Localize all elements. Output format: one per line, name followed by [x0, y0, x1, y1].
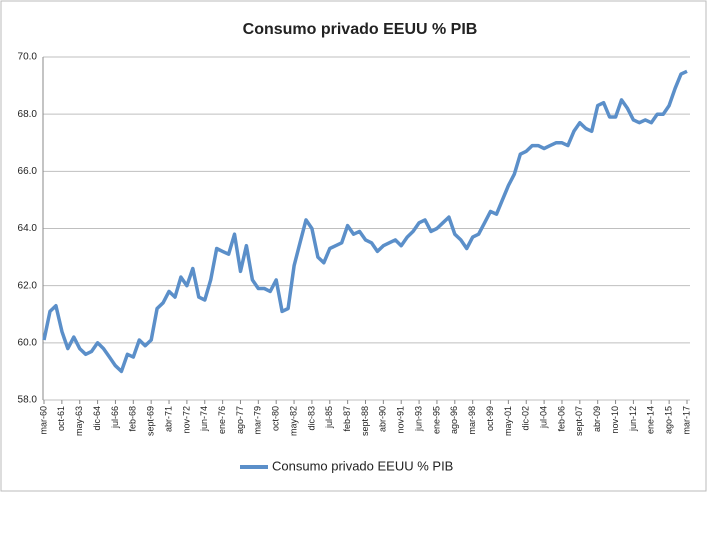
- y-tick-label: 60.0: [18, 337, 38, 348]
- chart-border: [0, 0, 707, 492]
- y-tick-label: 68.0: [18, 109, 38, 120]
- x-tick-label: nov-10: [610, 406, 620, 434]
- x-tick-label: feb-06: [556, 406, 566, 432]
- chart-title: Consumo privado EEUU % PIB: [243, 21, 478, 38]
- series-line: [42, 69, 688, 374]
- y-tick-label: 70.0: [18, 52, 38, 63]
- x-tick-label: sept-07: [574, 406, 584, 436]
- x-tick-label: abr-90: [378, 406, 388, 432]
- x-tick-label: mar-79: [253, 406, 263, 435]
- x-tick-label: mar-60: [38, 406, 48, 435]
- x-tick-label: nov-91: [396, 406, 406, 434]
- x-tick-label: dic-02: [521, 406, 531, 431]
- x-tick-label: oct-61: [56, 406, 66, 431]
- x-tick-label: ago-77: [235, 406, 245, 434]
- x-tick-label: jul-85: [324, 406, 334, 429]
- legend-label: Consumo privado EEUU % PIB: [272, 458, 453, 473]
- x-tick-label: ago-96: [449, 406, 459, 434]
- x-tick-label: nov-72: [181, 406, 191, 434]
- x-tick-label: dic-64: [92, 406, 102, 431]
- x-tick-label: sept-69: [146, 406, 156, 436]
- x-tick-label: may-01: [503, 406, 513, 436]
- x-tick-label: ago-15: [664, 406, 674, 434]
- x-tick-label: jul-04: [538, 406, 548, 429]
- y-tick-label: 62.0: [18, 280, 38, 291]
- y-tick-label: 64.0: [18, 223, 38, 234]
- x-tick-label: may-63: [74, 406, 84, 436]
- x-tick-label: dic-83: [306, 406, 316, 431]
- x-tick-label: ene-95: [431, 406, 441, 434]
- x-tick-label: sept-88: [360, 406, 370, 436]
- x-tick-label: oct-80: [271, 406, 281, 431]
- x-tick-label: ene-76: [217, 406, 227, 434]
- x-tick-label: jun-74: [199, 406, 209, 432]
- x-tick-label: jul-66: [110, 406, 120, 429]
- x-tick-label: feb-87: [342, 406, 352, 432]
- x-tick-label: oct-99: [485, 406, 495, 431]
- x-tick-label: feb-68: [128, 406, 138, 432]
- y-tick-label: 58.0: [18, 395, 38, 406]
- x-tick-label: mar-98: [467, 406, 477, 435]
- x-tick-label: mar-17: [681, 406, 691, 435]
- x-tick-label: jun-93: [413, 406, 423, 432]
- x-tick-label: jun-12: [628, 406, 638, 432]
- x-tick-label: may-82: [288, 406, 298, 436]
- y-tick-label: 66.0: [18, 166, 38, 177]
- x-tick-label: ene-14: [646, 406, 656, 434]
- x-tick-label: abr-71: [163, 406, 173, 432]
- x-tick-label: abr-09: [592, 406, 602, 432]
